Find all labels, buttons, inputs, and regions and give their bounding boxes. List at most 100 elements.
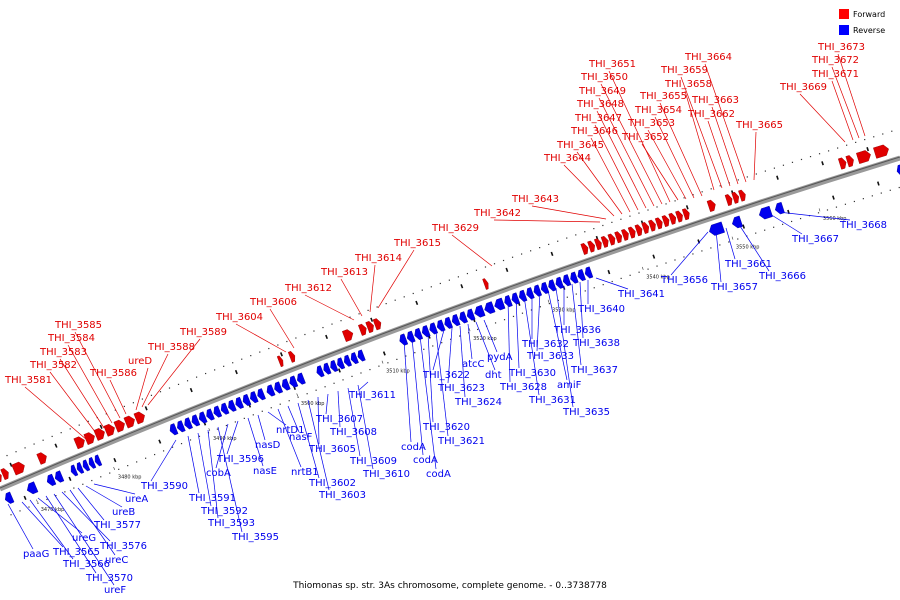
minor-tick-bottom	[683, 256, 685, 258]
label-leader-line	[297, 402, 320, 479]
reverse-gene-label: ureC	[105, 555, 128, 566]
minor-tick-bottom	[656, 265, 658, 267]
kbp-tick-label: 3560 kbp	[823, 216, 847, 222]
forward-gene-label: THI_3672	[811, 55, 859, 66]
minor-tick-top	[846, 144, 848, 146]
forward-gene-label: ureD	[128, 356, 152, 367]
minor-tick-top	[719, 185, 721, 187]
label-leader-line	[21, 501, 64, 548]
medium-tick	[370, 317, 374, 322]
reverse-gene-label: THI_3623	[437, 383, 485, 394]
minor-tick-top	[277, 344, 279, 346]
medium-tick	[876, 181, 880, 186]
chromosome-backbone-edge	[0, 156, 900, 489]
forward-gene-label: THI_3651	[588, 59, 636, 70]
minor-tick-top	[484, 266, 487, 268]
minor-tick-top	[51, 435, 53, 438]
forward-gene-label: THI_3613	[320, 267, 368, 278]
reverse-gene	[732, 215, 743, 229]
minor-tick-bottom	[737, 238, 739, 240]
minor-tick-top	[331, 323, 333, 325]
minor-tick-bottom	[862, 198, 864, 200]
forward-gene	[600, 235, 609, 248]
minor-tick-top	[665, 203, 667, 205]
label-leader-line	[7, 503, 34, 550]
label-leader-line	[531, 205, 607, 220]
forward-gene	[103, 423, 115, 437]
label-leader-line	[799, 93, 846, 143]
minor-tick-bottom	[880, 192, 882, 194]
reverse-gene	[414, 327, 424, 340]
label-leader-line	[459, 325, 466, 398]
minor-tick-top	[250, 355, 252, 357]
minor-tick-bottom	[198, 435, 201, 437]
reverse-gene-label: nasF	[289, 432, 313, 443]
minor-tick-top	[439, 282, 441, 285]
minor-tick-top	[737, 179, 739, 181]
minor-tick-top	[241, 358, 243, 360]
forward-gene	[641, 222, 650, 234]
kbp-tick-mark	[296, 393, 299, 397]
reverse-gene	[199, 411, 208, 424]
forward-gene	[372, 318, 382, 331]
minor-tick-top	[286, 340, 288, 343]
kbp-tick-label: 3510 kbp	[386, 368, 410, 374]
minor-tick-bottom	[73, 487, 75, 489]
reverse-gene	[177, 420, 186, 433]
label-leader-line	[277, 408, 302, 468]
minor-tick-top	[864, 138, 866, 141]
reverse-gene	[758, 205, 773, 220]
minor-tick-bottom	[602, 284, 604, 286]
forward-gene-label: THI_3664	[684, 52, 732, 63]
minor-tick-bottom	[799, 217, 802, 220]
label-leader-line	[235, 323, 287, 353]
genome-caption: Thiomonas sp. str. 3As chromosome, compl…	[292, 581, 607, 591]
minor-tick-bottom	[665, 262, 667, 264]
minor-tick-top	[42, 439, 44, 441]
minor-tick-bottom	[180, 442, 183, 445]
reverse-gene	[357, 349, 366, 362]
reverse-gene-label: THI_3637	[570, 365, 618, 376]
minor-tick-bottom	[306, 393, 308, 395]
forward-gene	[287, 351, 296, 363]
minor-tick-top	[232, 362, 234, 364]
medium-tick	[550, 251, 554, 257]
label-leader-line	[53, 493, 115, 586]
minor-tick-bottom	[521, 312, 524, 314]
reverse-gene-label: THI_3592	[200, 506, 248, 517]
minor-tick-top	[557, 240, 559, 242]
label-leader-line	[711, 106, 739, 185]
minor-tick-top	[60, 432, 62, 434]
minor-tick-bottom	[369, 368, 371, 371]
minor-tick-top	[141, 398, 144, 400]
minor-tick-top	[809, 155, 812, 158]
label-leader-line	[49, 371, 97, 434]
forward-gene-label: THI_3652	[621, 132, 669, 143]
minor-tick-bottom	[593, 287, 595, 289]
reverse-gene-label: THI_3656	[660, 275, 708, 286]
label-leader-line	[257, 414, 266, 441]
reverse-gene	[548, 279, 557, 292]
medium-tick	[460, 284, 464, 289]
minor-tick-bottom	[710, 247, 712, 249]
minor-tick-top	[259, 351, 261, 353]
reverse-gene	[344, 354, 352, 367]
minor-tick-bottom	[225, 424, 227, 427]
reverse-gene	[297, 372, 306, 385]
minor-tick-bottom	[674, 259, 676, 261]
minor-tick-bottom	[145, 457, 147, 459]
label-leader-line	[74, 331, 121, 419]
chromosome-backbone	[0, 155, 900, 492]
reverse-gene	[274, 381, 284, 394]
label-leader-line	[475, 321, 496, 371]
minor-tick-bottom	[423, 348, 425, 350]
minor-tick-bottom	[82, 483, 84, 485]
reverse-gene-label: amiF	[557, 380, 582, 391]
minor-tick-top	[69, 428, 71, 430]
forward-gene-label: THI_3589	[179, 327, 227, 338]
minor-tick-top	[701, 191, 703, 193]
forward-gene	[36, 452, 47, 465]
reverse-gene	[94, 454, 103, 467]
minor-tick-top	[24, 447, 26, 449]
